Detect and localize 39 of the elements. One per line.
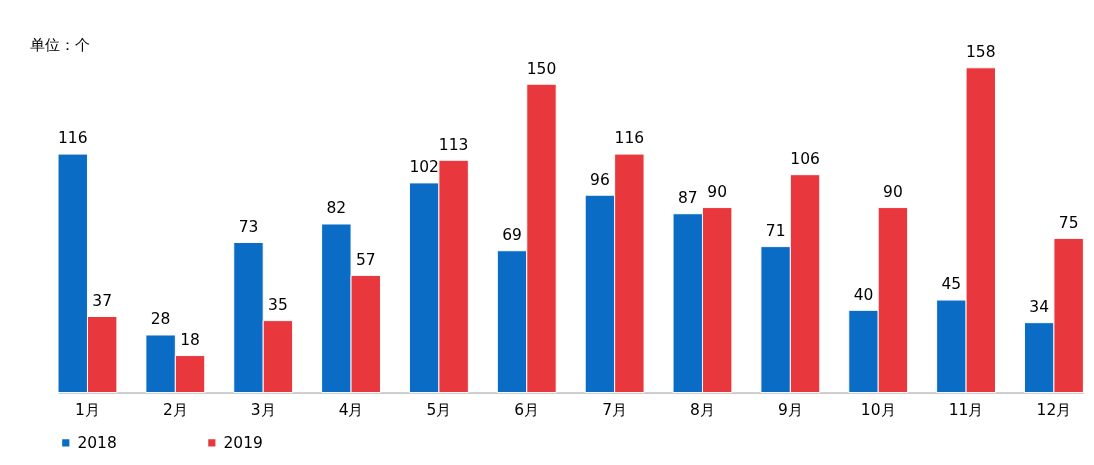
data-label: 96 [590, 170, 610, 189]
data-label: 18 [180, 330, 200, 349]
data-label: 87 [677, 189, 698, 208]
data-label: 150 [526, 59, 557, 78]
x-tick-label: 1月 [75, 401, 100, 420]
x-tick-label: 4月 [338, 401, 364, 420]
data-label: 35 [268, 295, 288, 314]
data-label: 82 [326, 199, 347, 218]
data-label: 34 [1029, 298, 1050, 317]
x-tick-label: 11月 [948, 401, 984, 420]
x-tick-label: 8月 [690, 401, 715, 420]
data-label: 71 [765, 221, 786, 240]
x-tick-label: 2月 [162, 401, 188, 420]
legend-label: 2018 [77, 433, 117, 452]
x-tick-label: 5月 [426, 401, 452, 420]
data-label: 90 [883, 182, 903, 201]
x-tick-label: 10月 [860, 401, 896, 420]
data-label: 102 [409, 158, 439, 177]
legend-label: 2019 [223, 433, 263, 452]
data-label: 75 [1058, 213, 1079, 232]
x-tick-label: 6月 [514, 401, 540, 420]
data-label: 106 [790, 150, 820, 169]
x-tick-label: 12月 [1036, 401, 1072, 420]
x-tick-label: 7月 [602, 401, 628, 420]
data-label: 45 [941, 275, 962, 294]
data-label: 73 [238, 217, 259, 236]
data-label: 28 [150, 310, 171, 329]
data-label: 69 [502, 226, 522, 245]
y-axis-title: 单位：个 [29, 35, 90, 54]
data-label: 37 [92, 291, 113, 310]
x-tick-label: 3月 [250, 401, 276, 420]
data-label: 40 [853, 285, 874, 304]
data-label: 158 [966, 43, 996, 62]
data-label: 57 [355, 250, 376, 269]
data-label: 113 [438, 135, 469, 154]
data-label: 116 [57, 129, 88, 148]
data-label: 90 [707, 182, 728, 201]
data-label: 116 [614, 129, 645, 148]
x-tick-label: 9月 [777, 401, 803, 420]
